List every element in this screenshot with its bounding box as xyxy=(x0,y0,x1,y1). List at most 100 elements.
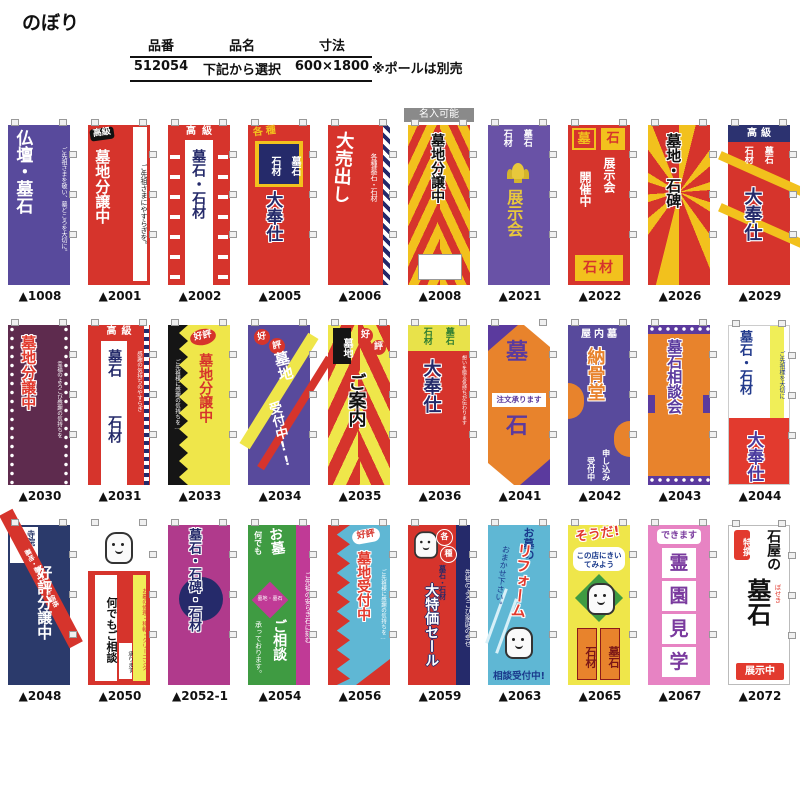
banner-2041[interactable]: 墓注文承ります石 xyxy=(488,319,557,485)
col-size: 寸法 xyxy=(318,39,345,54)
pole-tab xyxy=(629,351,637,358)
banner-2036[interactable]: 墓石 石材 大奉仕 想いを贈る気持ちが伝わります xyxy=(408,319,477,485)
pole-tab xyxy=(11,319,19,326)
side-text: ご先祖様に感謝の気持ちを… xyxy=(173,359,180,431)
grade-badge: 高級 xyxy=(89,126,115,142)
border-band xyxy=(648,476,710,485)
product-number: ▲2026 xyxy=(658,289,702,303)
banner-2022[interactable]: 墓石展示会 開催中 石材 xyxy=(568,119,637,285)
pole-tab xyxy=(389,591,397,598)
main-text: 好評分譲中 xyxy=(35,565,54,640)
pole-tab xyxy=(149,151,157,158)
mascot-icon xyxy=(587,583,615,615)
banner-2030[interactable]: 墓地分譲中 幸福のよろこび感謝の気持ちを xyxy=(8,319,77,485)
pole-tab xyxy=(789,231,797,238)
banner-2059[interactable]: 先祖のよろこび家庭の幸せ各種墓石・石材 大特価セール xyxy=(408,519,477,685)
pole-tab xyxy=(549,551,557,558)
bottom-text: 相談受付中! xyxy=(493,670,545,682)
product-number: ▲2041 xyxy=(498,489,542,503)
banner-2005[interactable]: 各種 墓石 石材 大奉仕 xyxy=(248,119,317,285)
grade-band: 高級 xyxy=(728,125,790,142)
badge-kaku: 各 xyxy=(436,529,453,546)
border-pattern xyxy=(63,325,69,485)
pole-tab xyxy=(389,151,397,158)
pole-tab xyxy=(389,351,397,358)
banner-2008[interactable]: 墓地分譲中 xyxy=(408,119,477,285)
label-sekizai: 石材 xyxy=(577,628,597,680)
product-cell-2056: 好評 墓地受付中 ご先祖様に感謝の気持ちを… ▲2056 xyxy=(320,519,400,725)
main-text: 墓地分譲中 xyxy=(93,149,112,224)
banner-2035[interactable]: 墓地好評ご案内 xyxy=(328,319,397,485)
pole-tab xyxy=(171,519,179,526)
pole-tab xyxy=(309,591,317,598)
banner-2050[interactable]: 何でもご相談 承ります お墓の修理・移転・クリーニング xyxy=(88,519,157,685)
main-text-2: 何でも xyxy=(253,531,263,555)
banner-2002[interactable]: 高級 墓石・石材 xyxy=(168,119,237,285)
pole-tab xyxy=(731,119,739,126)
pole-tab xyxy=(389,191,397,198)
main-text: 墓石・石碑・石材 xyxy=(186,528,202,632)
pole-tab xyxy=(549,231,557,238)
main-text: 大奉仕 xyxy=(420,359,442,413)
pole-tab xyxy=(69,191,77,198)
pole-tab xyxy=(91,119,99,126)
pole-tab xyxy=(389,551,397,558)
side-pattern xyxy=(170,147,180,279)
pole-tab xyxy=(469,151,477,158)
banner-2026[interactable]: 墓地・石碑 xyxy=(648,119,717,285)
banner-2072[interactable]: 特撰 石屋の 墓石 ぼせき 展示中 xyxy=(728,520,796,685)
product-number: ▲2042 xyxy=(578,489,622,503)
banner-2001[interactable]: 高級 墓地分譲中 ご先祖さまにやすらぎを。 xyxy=(88,119,157,285)
banner-1008[interactable]: 仏壇・墓石 ご先祖さまを敬い、墓どころを大切に。 xyxy=(8,119,77,285)
pole-tab xyxy=(229,551,237,558)
order-label: 注文承ります xyxy=(492,393,546,407)
pole-tab xyxy=(229,591,237,598)
pole-tab xyxy=(389,391,397,398)
main-text: 大特価セール xyxy=(423,583,440,667)
spec-table: 品番 品名 寸法 512054 下記から選択 600×1800 xyxy=(130,34,372,82)
product-cell-2030: 墓地分譲中 幸福のよろこび感謝の気持ちを ▲2030 xyxy=(0,319,80,525)
banner-2034[interactable]: 好評墓地 受付中!! xyxy=(239,319,333,485)
banner-2054[interactable]: ご先祖の安らぎ石に刻む お墓 何でも 墓地・墓石 ご相談 承っております。 xyxy=(248,519,317,685)
banner-2033[interactable]: 好評 墓地分譲中 ご先祖様に感謝の気持ちを… xyxy=(168,319,237,485)
banner-2006[interactable]: 大売出し 各種墓石・石材 xyxy=(328,119,397,285)
pole-tab xyxy=(788,352,796,359)
product-number: ▲2002 xyxy=(178,289,222,303)
product-number: ▲1008 xyxy=(18,289,62,303)
pole-tab xyxy=(149,231,157,238)
pole-tab xyxy=(469,391,477,398)
banner-2067[interactable]: できます霊園見学 xyxy=(648,519,717,685)
pole-tab xyxy=(69,391,77,398)
pole-tab xyxy=(69,351,77,358)
banner-2065[interactable]: そうだ! この店にきいてみよう 墓石 石材 xyxy=(568,519,637,685)
banner-2044[interactable]: ご先祖様を大切に 墓石・石材 大奉仕 xyxy=(728,320,796,485)
banner-2021[interactable]: 墓石 石材 展示会 xyxy=(488,119,557,285)
side-text: 幸福のよろこび感謝の気持ちを xyxy=(56,361,62,438)
product-number: ▲2059 xyxy=(418,689,462,703)
pole-tab xyxy=(778,320,786,327)
pole-tab xyxy=(699,319,707,326)
pole-tab xyxy=(59,319,67,326)
top-text: 石屋の xyxy=(765,529,782,571)
banner-2063[interactable]: お墓の リフォーム おまかせ下さい。 相談受付中! xyxy=(485,519,557,685)
banner-2042[interactable]: 屋内墓 納骨堂 申し込み 受付中 xyxy=(568,319,637,485)
label-sekizai: 石材 xyxy=(259,144,280,184)
pole-tab xyxy=(389,431,397,438)
product-cell-2042: 屋内墓 納骨堂 申し込み 受付中 ▲2042 xyxy=(560,319,640,525)
product-cell-2001: 高級 墓地分譲中 ご先祖さまにやすらぎを。 ▲2001 xyxy=(80,119,160,325)
banner-2043[interactable]: 墓石相談会 xyxy=(648,319,717,485)
banner-2052-1[interactable]: 墓石・石碑・石材 xyxy=(168,519,237,685)
banner-2029[interactable]: 高級 墓石 石材 大奉仕 xyxy=(718,119,800,285)
pole-tab xyxy=(149,351,157,358)
pole-tab xyxy=(571,119,579,126)
pole-tab xyxy=(789,191,797,198)
banner-2056[interactable]: 好評 墓地受付中 ご先祖様に感謝の気持ちを… xyxy=(328,519,397,685)
banner-2031[interactable]: 高級 墓石 石材 感謝の気持ちのやすらぎ xyxy=(88,319,157,485)
main-text: 仏壇・墓石 xyxy=(12,129,33,214)
pole-tab xyxy=(788,552,796,559)
label-ishi: 石 xyxy=(601,128,625,150)
pole-tab xyxy=(709,231,717,238)
side-text: お墓の修理・移転・クリーニング xyxy=(133,575,147,681)
main-text: 墓地分譲中 xyxy=(197,353,214,423)
